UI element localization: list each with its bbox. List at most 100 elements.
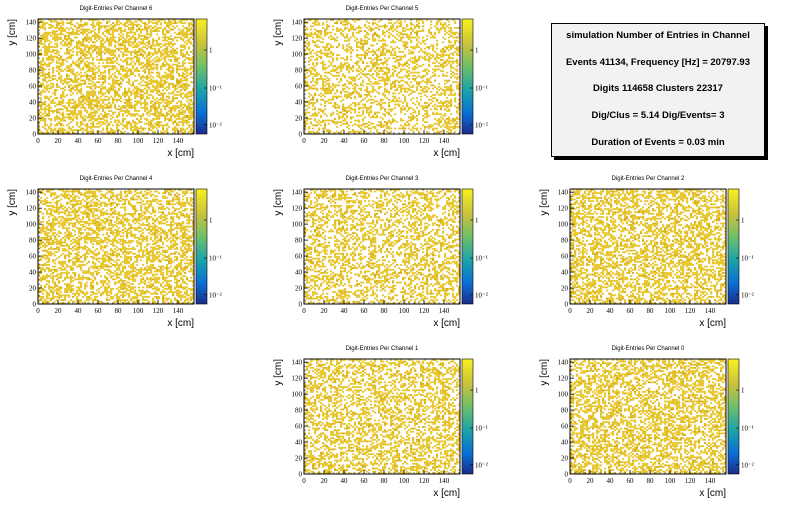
heatmap-cell [124,98,127,101]
heatmap-cell [128,19,131,21]
heatmap-cell [418,74,421,77]
heatmap-cell [436,65,439,68]
heatmap-cell [118,44,121,47]
heatmap-cell [148,19,151,21]
heatmap-cell [138,130,141,133]
heatmap-cell [170,71,173,74]
heatmap-cell [130,94,133,96]
heatmap-cell [134,121,137,124]
heatmap-cell [110,38,113,40]
heatmap-cell [82,42,85,45]
heatmap-cell [74,33,77,36]
heatmap-cell [416,97,419,100]
heatmap-cell [130,38,133,40]
heatmap-cell [50,87,53,90]
heatmap-cell [400,25,403,28]
heatmap-cell [394,52,397,55]
heatmap-cell [312,105,315,108]
heatmap-cell [96,19,99,21]
heatmap-cell [120,47,123,50]
heatmap-cell [130,127,133,130]
heatmap-cell [46,57,49,60]
heatmap-cell [78,105,81,108]
heatmap-cell [400,79,403,82]
heatmap-cell [348,81,351,84]
heatmap-cell [124,30,127,32]
heatmap-cell [316,71,319,74]
heatmap-cell [88,94,91,96]
heatmap-cell [114,90,117,93]
heatmap-cell [112,86,115,88]
heatmap-cell [410,23,413,26]
heatmap-cell [350,116,353,119]
heatmap-cell [150,74,153,77]
heatmap-cell [400,118,403,120]
heatmap-cell [58,86,61,88]
heatmap-cell [88,119,91,122]
heatmap-cell [92,94,95,96]
heatmap-cell [410,41,413,44]
heatmap-cell [134,95,137,98]
heatmap-cell [136,100,139,103]
heatmap-cell [184,44,187,47]
heatmap-cell [60,19,63,21]
heatmap-cell [182,118,185,120]
heatmap-cell [142,65,145,68]
heatmap-cell [124,89,127,92]
heatmap-cell [122,42,125,45]
heatmap-cell [56,79,59,82]
heatmap-cell [180,31,183,34]
heatmap-cell [136,23,139,26]
heatmap-cell [40,25,43,28]
heatmap-cell [124,41,127,44]
heatmap-cell [370,28,373,31]
heatmap-cell [388,98,391,101]
heatmap-cell [314,65,317,68]
heatmap-cell [188,68,191,71]
heatmap-cell [76,44,79,47]
heatmap-cell [102,118,105,120]
heatmap-cell [356,124,359,127]
heatmap-cell [422,50,425,53]
heatmap-cell [156,66,159,69]
heatmap-cell [342,114,345,117]
heatmap-cell [130,129,133,132]
heatmap-cell [354,130,357,133]
chart-svg: Digit-Entries Per Channel 50 20 40 60 80 100 1… [273,6,488,159]
heatmap-cell [80,44,83,47]
heatmap-cell [160,46,163,48]
heatmap-cell [374,38,377,40]
heatmap-cell [406,102,409,104]
heatmap-cell [132,92,135,95]
heatmap-cell [92,118,95,120]
heatmap-cell [62,95,65,98]
heatmap-cell [58,100,61,103]
heatmap-cell [400,124,403,127]
heatmap-cell [146,122,149,125]
heatmap-cell [64,52,67,55]
heatmap-cell [396,33,399,36]
heatmap-cell [306,26,309,29]
heatmap-cell [410,33,413,36]
heatmap-cell [416,42,419,45]
heatmap-cell [164,87,167,90]
heatmap-cell [442,54,445,56]
heatmap-cell [368,78,371,80]
heatmap-cell [108,50,111,53]
heatmap-cell [148,110,151,112]
heatmap-cell [346,114,349,117]
heatmap-cell [312,79,315,82]
heatmap-cell [384,108,387,111]
heatmap-cell [360,71,363,74]
heatmap-cell [156,60,159,63]
heatmap-cell [374,81,377,84]
heatmap-cell [388,103,391,106]
heatmap-cell [386,63,389,66]
heatmap-cell [142,66,145,69]
heatmap-cell [62,108,65,111]
heatmap-cell [336,46,339,48]
heatmap-cell [54,89,57,92]
heatmap-cell [342,44,345,47]
heatmap-cell [50,122,53,125]
heatmap-cell [170,100,173,103]
